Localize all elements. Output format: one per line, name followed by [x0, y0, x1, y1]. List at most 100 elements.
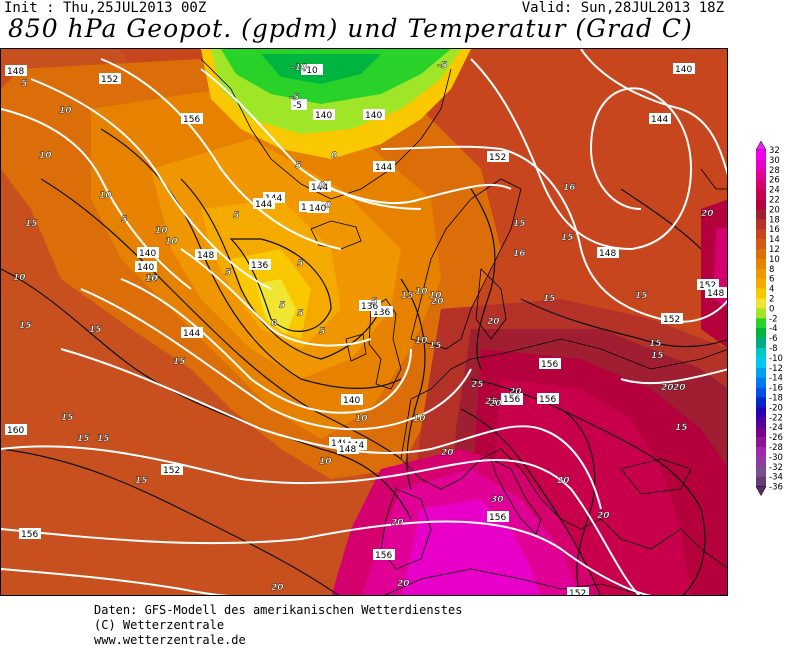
legend-tick-label: 24: [769, 186, 780, 196]
legend-swatch: [756, 338, 766, 349]
temperature-label: 20: [441, 448, 454, 458]
legend-swatch: [756, 367, 766, 378]
geopotential-label: 148: [195, 249, 217, 261]
svg-text:156: 156: [375, 551, 392, 561]
legend-tick-label: -36: [769, 483, 783, 493]
legend-swatch: [756, 447, 766, 458]
legend-tick-label: -2: [769, 314, 777, 324]
legend-swatch: [756, 229, 766, 240]
temperature-label: 10: [155, 226, 168, 236]
svg-text:140: 140: [137, 263, 154, 273]
temperature-label: 20: [397, 579, 410, 589]
geopotential-label: 140: [307, 202, 329, 214]
legend-swatch: [756, 308, 766, 319]
temperature-label: 15: [135, 476, 148, 486]
legend-tick-label: 4: [769, 285, 774, 295]
geopotential-label: 144: [373, 161, 395, 173]
geopotential-label: 156: [501, 393, 523, 405]
svg-text:156: 156: [489, 513, 506, 523]
svg-text:160: 160: [7, 426, 24, 436]
geopotential-label: 140: [135, 261, 157, 273]
legend-swatch: [756, 179, 766, 190]
svg-text:136: 136: [373, 308, 390, 318]
legend-swatch: [756, 249, 766, 260]
legend-tick-label: -22: [769, 413, 783, 423]
svg-text:156: 156: [541, 360, 558, 370]
temperature-label: 5: [121, 215, 127, 225]
legend-swatch: [756, 199, 766, 210]
temperature-label: 15: [543, 294, 556, 304]
temperature-label: 5: [371, 297, 377, 307]
temperature-label: 5: [297, 309, 303, 319]
temperature-label: 15: [513, 219, 526, 229]
legend-tick-label: -24: [769, 423, 783, 433]
temperature-label: 15: [649, 339, 662, 349]
temperature-label: 10: [145, 274, 158, 284]
legend-tick-label: -28: [769, 443, 783, 453]
geopotential-label: 140: [137, 247, 159, 259]
svg-text:140: 140: [675, 65, 692, 75]
svg-text:140: 140: [315, 111, 332, 121]
svg-text:152: 152: [101, 75, 118, 85]
legend-tick-label: -16: [769, 384, 783, 394]
svg-text:152: 152: [163, 466, 180, 476]
footer-data-source: Daten: GFS-Modell des amerikanischen Wet…: [94, 603, 463, 617]
geopotential-label: -5: [291, 99, 307, 111]
legend-tick-label: 6: [769, 275, 774, 285]
temperature-label: 5: [319, 327, 325, 337]
temperature-label: 0: [325, 201, 331, 211]
temperature-label: 15: [561, 233, 574, 243]
svg-text:152: 152: [489, 153, 506, 163]
legend-swatch: [756, 159, 766, 171]
temperature-label: 10: [59, 106, 72, 116]
temperature-label: 16: [563, 183, 576, 193]
geopotential-label: 136: [359, 300, 381, 312]
legend-swatch: [756, 417, 766, 428]
legend-tick-label: -4: [769, 324, 777, 334]
legend-swatch: [756, 150, 766, 161]
legend-swatch: [756, 407, 766, 418]
svg-text:148: 148: [599, 249, 616, 259]
geopotential-label: 140: [673, 63, 695, 75]
temperature-label: 15: [97, 434, 110, 444]
footer-website: www.wetterzentrale.de: [94, 633, 246, 647]
legend-tick-label: 16: [769, 225, 780, 235]
temperature-label: 15: [25, 219, 38, 229]
legend-swatch: [756, 239, 766, 250]
temperature-label: 25: [471, 380, 484, 390]
legend-tick-label: 12: [769, 245, 780, 255]
temperature-label: 5: [225, 268, 231, 278]
geopotential-label: 160: [5, 424, 27, 436]
svg-text:148: 148: [339, 445, 356, 455]
geopotential-labels: 148152156160156152148144140136-10-514014…: [5, 63, 727, 595]
color-legend: 32 30 28 26 24 22 20 18 16 14 12 10 8 6 4 2 0 -2 -4 -6 -8 -10…: [755, 140, 790, 512]
geopotential-label: 156: [19, 528, 41, 540]
temperature-label: 10: [429, 291, 442, 301]
svg-text:144: 144: [311, 183, 328, 193]
temperature-label: 5: [279, 301, 285, 311]
temperature-label: 15: [77, 434, 90, 444]
svg-text:144: 144: [375, 163, 392, 173]
legend-tick-label: -12: [769, 364, 783, 374]
init-time: Init : Thu,25JUL2013 00Z: [4, 0, 207, 16]
temperature-label: -10: [291, 63, 307, 73]
temperature-label: -5: [437, 61, 447, 71]
legend-swatch: [756, 357, 766, 369]
geopotential-label: 152: [161, 464, 183, 476]
legend-tick-label: 22: [769, 196, 780, 206]
temperature-label: 5: [233, 211, 239, 221]
svg-text:144: 144: [183, 329, 200, 339]
temperature-label: -5: [289, 93, 299, 103]
temperature-label: 10: [39, 151, 52, 161]
temperature-label: 20: [661, 383, 674, 393]
temperature-label: 20: [391, 518, 404, 528]
temperature-label: 20: [489, 399, 502, 409]
legend-swatch: [756, 209, 766, 220]
svg-text:140: 140: [343, 396, 360, 406]
temperature-label: 10: [355, 414, 368, 424]
temperature-label: 15: [89, 325, 102, 335]
legend-tick-label: -30: [769, 453, 783, 463]
geopotential-label: 148: [705, 287, 727, 299]
legend-tick-label: -18: [769, 394, 783, 404]
geopotential-label: 136: [249, 259, 271, 271]
